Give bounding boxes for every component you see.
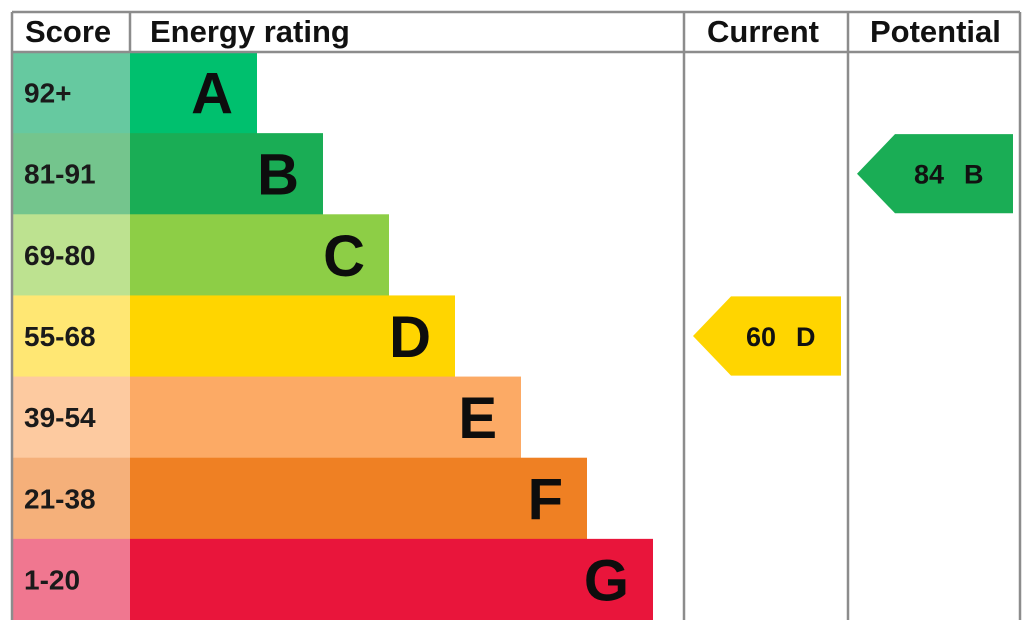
energy-rating-header: Energy rating [150,14,350,49]
band-bar-b [130,133,323,215]
potential-header: Potential [870,14,1001,49]
score-cell-e [12,376,130,459]
band-letter-b: B [257,143,299,208]
band-letter-d: D [389,305,431,370]
score-cell-d [12,295,130,378]
band-bar-f [130,457,587,540]
band-letter-a: A [191,62,233,127]
score-label-e: 39-54 [24,402,96,433]
potential-rating-arrow [857,134,1013,214]
band-bar-e [130,376,521,459]
current-rating-letter: D [796,322,816,352]
band-letter-c: C [323,224,365,289]
potential-rating-value: 84 [914,160,944,190]
band-bar-c [130,214,389,297]
header-row: Score Energy rating Current Potential [25,14,1001,49]
potential-rating-letter: B [964,160,984,190]
score-cell-g [12,538,130,620]
current-rating-value: 60 [746,322,776,352]
band-bar-g [130,538,653,620]
band-letter-e: E [458,386,497,451]
score-header: Score [25,14,111,49]
score-cell-a [12,52,130,134]
band-letter-g: G [584,548,629,613]
score-cell-f [12,457,130,540]
score-cell-b [12,133,130,215]
band-bar-d [130,295,455,378]
band-letter-f: F [528,467,563,532]
current-rating-arrow [693,296,841,376]
score-cell-c [12,214,130,297]
score-label-f: 21-38 [24,483,96,514]
current-header: Current [707,14,819,49]
band-bar-a [130,52,257,134]
score-label-a: 92+ [24,78,72,109]
score-label-b: 81-91 [24,159,96,190]
grid-lines [10,10,1022,620]
score-label-g: 1-20 [24,564,80,595]
score-label-c: 69-80 [24,240,96,271]
score-label-d: 55-68 [24,321,96,352]
bands-layer: 92+ A 81-91 B 69-80 C 55-68 D 39-54 E 21-38 F 1-20 G [12,52,653,620]
arrows-layer: 60 D 84 B [693,134,1013,376]
